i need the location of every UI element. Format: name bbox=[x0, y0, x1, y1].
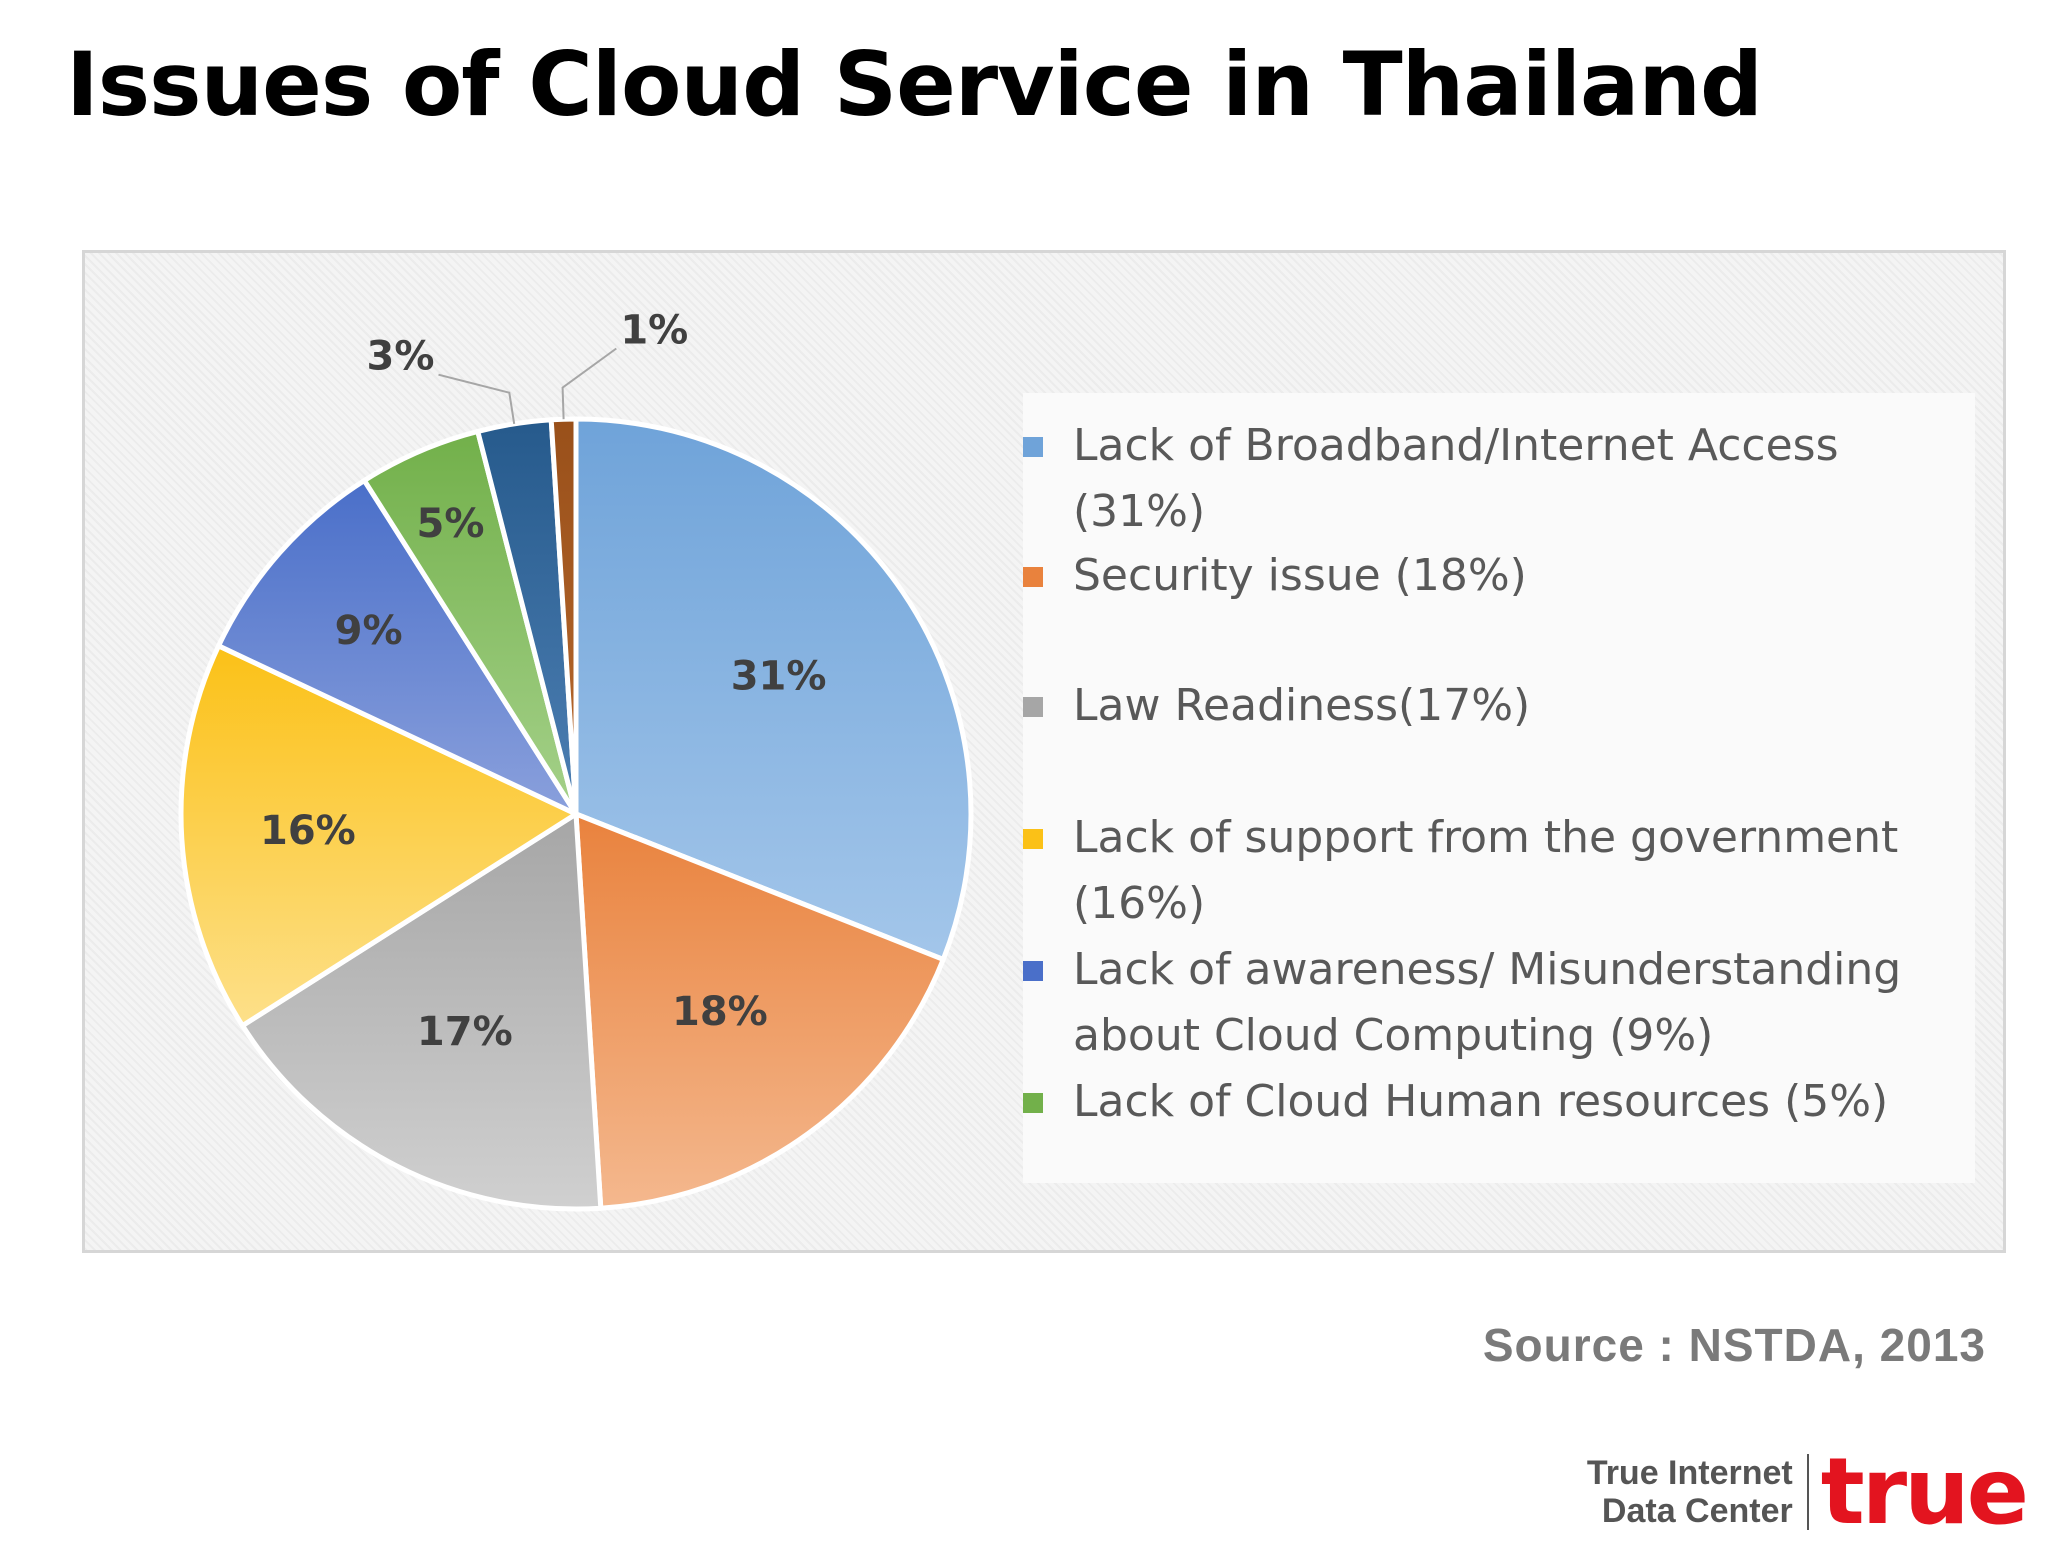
legend-label: (31%) bbox=[1073, 486, 1206, 537]
company-logo: True Internet Data Center true bbox=[1587, 1438, 2029, 1545]
legend-item: Lack of support from the government (16%… bbox=[1023, 805, 1953, 937]
page-title: Issues of Cloud Service in Thailand bbox=[66, 33, 1763, 136]
pie-data-label: 1% bbox=[620, 308, 688, 354]
pie-data-label: 5% bbox=[417, 501, 485, 547]
chart-legend: Lack of Broadband/Internet Access (31%) … bbox=[1023, 393, 1975, 1183]
logo-caption-line: True Internet bbox=[1586, 1454, 1793, 1492]
source-note: Source : NSTDA, 2013 bbox=[1482, 1319, 1986, 1371]
pie-data-label: 16% bbox=[260, 808, 356, 854]
pie-slice bbox=[216, 477, 579, 817]
legend-swatch bbox=[1023, 1093, 1043, 1113]
legend-swatch bbox=[1023, 697, 1043, 717]
legend-swatch bbox=[1023, 437, 1043, 457]
legend-item: Law Readiness(17%) bbox=[1023, 673, 1953, 739]
pie-slice bbox=[239, 811, 604, 1212]
legend-label: Security issue (18%) bbox=[1073, 550, 1527, 601]
legend-label: Lack of support from the government bbox=[1073, 812, 1899, 863]
chart-frame: 31% 18% 17% 16% 9% 5% 3% 1% Lack of Broadband/I… bbox=[82, 250, 2006, 1253]
legend-label: about Cloud Computing (9%) bbox=[1073, 1010, 1714, 1061]
pie-slice bbox=[573, 811, 946, 1211]
legend-label: (16%) bbox=[1073, 878, 1206, 929]
legend-item: Lack of awareness/ Misunderstanding abou… bbox=[1023, 937, 1953, 1069]
legend-swatch bbox=[1023, 829, 1043, 849]
pie-data-label: 9% bbox=[335, 608, 403, 654]
pie-data-label: 31% bbox=[731, 653, 827, 699]
legend-item: Lack of Cloud Human resources (5%) bbox=[1023, 1069, 1953, 1135]
legend-label: Lack of Cloud Human resources (5%) bbox=[1073, 1076, 1889, 1127]
pie-leader-line bbox=[561, 347, 617, 420]
legend-item: Lack of Broadband/Internet Access (31%) bbox=[1023, 413, 1953, 545]
legend-label: Law Readiness(17%) bbox=[1073, 680, 1531, 731]
logo-caption: True Internet Data Center bbox=[1587, 1454, 1809, 1530]
pie-slice bbox=[178, 643, 579, 1029]
pie-data-label: 17% bbox=[417, 1009, 513, 1055]
legend-label: Lack of awareness/ Misunderstanding bbox=[1073, 944, 1902, 995]
legend-label: Lack of Broadband/Internet Access bbox=[1073, 420, 1839, 471]
pie-leader-line bbox=[438, 373, 516, 425]
logo-caption-line: Data Center bbox=[1601, 1492, 1793, 1530]
legend-swatch bbox=[1023, 567, 1043, 587]
pie-data-label: 3% bbox=[367, 334, 435, 380]
pie-data-label: 18% bbox=[672, 989, 768, 1035]
legend-item: Security issue (18%) bbox=[1023, 543, 1953, 609]
legend-swatch bbox=[1023, 961, 1043, 981]
pie-chart: 31% 18% 17% 16% 9% 5% 3% 1% bbox=[178, 308, 974, 1212]
logo-wordmark: true bbox=[1820, 1438, 2029, 1545]
pie-slice bbox=[573, 416, 974, 962]
